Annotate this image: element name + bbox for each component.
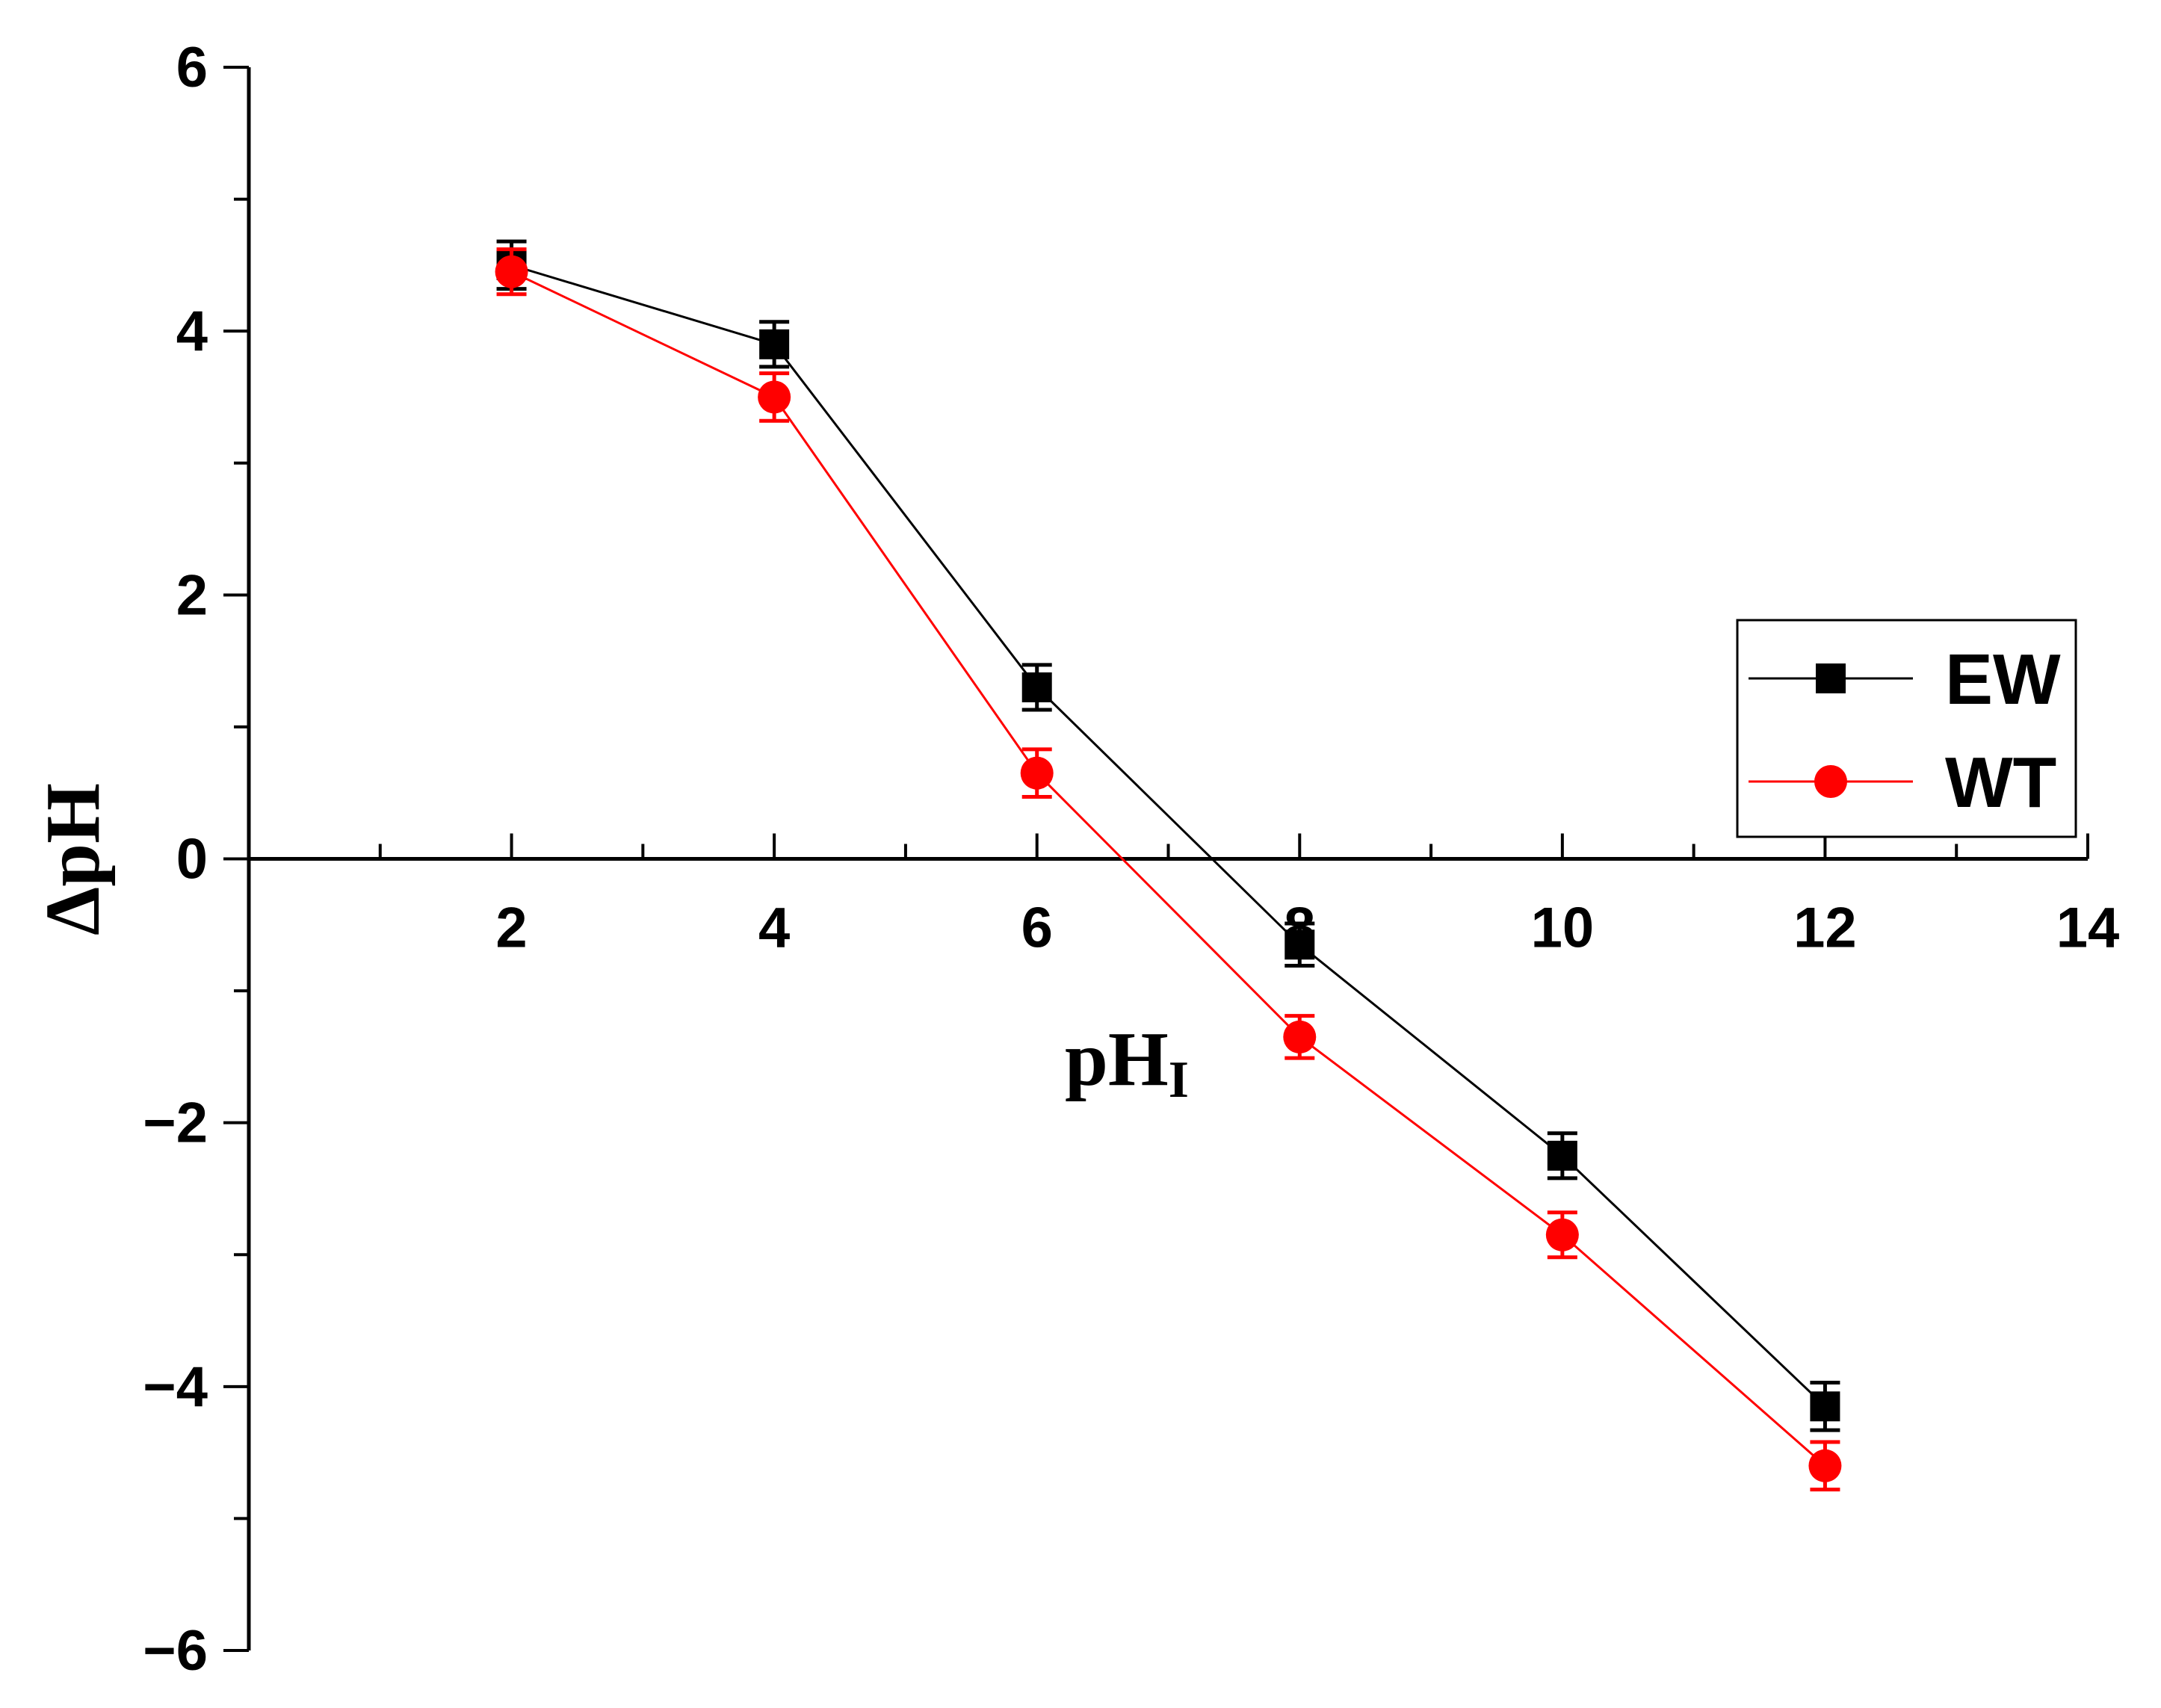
legend-label: WT xyxy=(1945,743,2056,823)
legend-entry-ew: EW xyxy=(1749,640,2061,720)
x-tick-label: 2 xyxy=(495,897,527,960)
legend-marker-circle xyxy=(1814,765,1847,798)
data-point-circle xyxy=(495,255,528,288)
data-point-square xyxy=(1810,1391,1840,1422)
series-ew xyxy=(496,239,1840,1432)
x-axis-title: pHI xyxy=(1065,1016,1189,1109)
y-tick-label: 2 xyxy=(176,563,208,627)
y-tick-label: 0 xyxy=(176,828,208,891)
y-tick-label: −2 xyxy=(143,1092,208,1155)
y-tick-label: −6 xyxy=(143,1619,208,1683)
y-tick-label: 6 xyxy=(176,36,208,99)
data-point-square xyxy=(1284,929,1315,960)
data-point-square xyxy=(759,329,790,359)
legend-marker-square xyxy=(1816,663,1846,693)
x-tick-label: 6 xyxy=(1021,897,1053,960)
series-line xyxy=(511,264,1826,1408)
legend-label: EW xyxy=(1945,640,2061,720)
x-tick-label: 4 xyxy=(758,897,790,960)
series-wt xyxy=(495,247,1842,1492)
y-tick-label: 4 xyxy=(176,300,208,363)
x-tick-label: 12 xyxy=(1793,897,1857,960)
y-axis-title: ΔpH xyxy=(30,783,116,935)
series-line xyxy=(510,270,1826,1467)
x-tick-label: 10 xyxy=(1531,897,1595,960)
data-point-circle xyxy=(1283,1020,1317,1053)
legend-entry-wt: WT xyxy=(1749,743,2056,823)
x-tick-label: 14 xyxy=(2056,897,2120,960)
y-axis-ticks: −6 −4 −2 0 2 4 6 xyxy=(143,36,249,1683)
data-point-circle xyxy=(1545,1218,1579,1251)
data-point-square xyxy=(1547,1140,1577,1171)
legend-box xyxy=(1736,619,2077,838)
data-point-circle xyxy=(758,380,791,414)
data-point-square xyxy=(1021,672,1052,702)
data-point-circle xyxy=(1808,1449,1842,1482)
y-tick-label: −4 xyxy=(143,1355,208,1419)
series-layer xyxy=(495,239,1842,1492)
legend: EW WT xyxy=(1736,619,2077,838)
data-point-circle xyxy=(1020,756,1054,790)
x-axis-ticks: 2 4 6 8 10 12 14 xyxy=(378,833,2120,960)
